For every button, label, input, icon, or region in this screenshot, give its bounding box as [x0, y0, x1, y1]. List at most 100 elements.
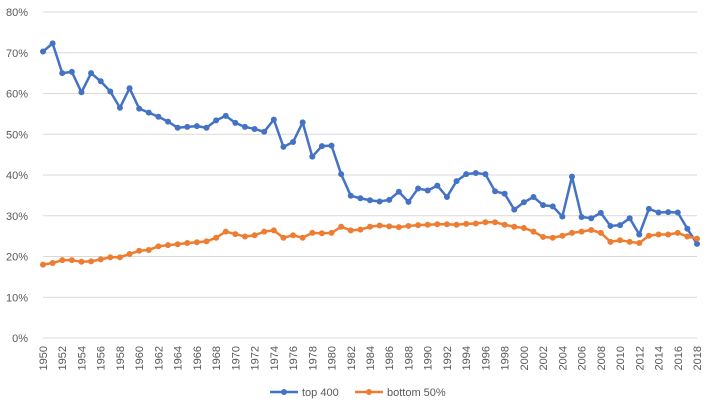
- data-point: [261, 228, 268, 235]
- data-point: [492, 219, 499, 226]
- data-point: [472, 220, 479, 227]
- data-point: [655, 231, 662, 238]
- data-point: [328, 142, 335, 149]
- data-point: [617, 237, 624, 244]
- x-tick-label: 1956: [96, 346, 108, 370]
- x-tick-label: 1962: [153, 346, 165, 370]
- x-tick-label: 1988: [403, 346, 415, 370]
- y-tick-label: 70%: [6, 48, 28, 60]
- x-tick-label: 1954: [76, 346, 88, 370]
- data-point: [645, 232, 652, 239]
- data-point: [367, 197, 373, 204]
- data-point: [559, 232, 566, 239]
- data-point: [472, 169, 479, 176]
- y-tick-label: 20%: [6, 252, 28, 264]
- y-tick-label: 0%: [12, 333, 28, 345]
- x-tick-label: 1972: [250, 346, 262, 370]
- data-point: [241, 123, 248, 130]
- data-point: [415, 222, 422, 229]
- data-point: [78, 258, 85, 265]
- x-tick-label: 1964: [173, 346, 185, 370]
- data-point: [636, 240, 643, 247]
- data-point: [347, 227, 354, 234]
- x-tick-label: 2010: [615, 346, 627, 370]
- data-point: [443, 194, 450, 201]
- data-point: [540, 202, 547, 209]
- x-tick-label: 1950: [38, 346, 50, 370]
- data-point: [338, 223, 345, 230]
- data-point: [674, 209, 681, 216]
- data-point: [270, 227, 277, 234]
- data-point: [97, 256, 104, 263]
- data-point: [376, 198, 383, 205]
- data-point: [261, 128, 268, 135]
- data-point: [107, 254, 114, 261]
- data-point: [107, 88, 114, 95]
- data-point: [386, 196, 393, 203]
- data-point: [597, 209, 604, 216]
- data-point: [492, 188, 499, 195]
- data-point: [59, 70, 66, 77]
- data-point: [549, 203, 556, 210]
- data-point: [434, 221, 441, 228]
- x-tick-label: 1958: [115, 346, 127, 370]
- data-point: [88, 258, 95, 265]
- x-tick-label: 2002: [538, 346, 550, 370]
- data-point: [415, 185, 422, 192]
- x-tick-label: 1966: [192, 346, 204, 370]
- data-point: [501, 221, 508, 228]
- data-point: [68, 68, 75, 75]
- x-tick-label: 1990: [423, 346, 435, 370]
- data-point: [694, 235, 700, 242]
- data-point: [251, 125, 258, 132]
- y-tick-label: 60%: [6, 89, 28, 101]
- data-point: [511, 223, 518, 230]
- data-point: [136, 247, 143, 254]
- data-point: [357, 195, 364, 202]
- data-point: [568, 173, 575, 180]
- y-tick-label: 10%: [6, 292, 28, 304]
- data-point: [116, 254, 123, 261]
- data-point: [386, 223, 393, 230]
- data-point: [482, 219, 489, 226]
- data-point: [203, 124, 210, 131]
- data-point: [213, 234, 220, 241]
- data-point: [665, 209, 672, 216]
- x-tick-label: 1998: [500, 346, 512, 370]
- data-point: [203, 238, 210, 245]
- data-point: [684, 233, 691, 240]
- data-point: [607, 238, 614, 245]
- data-point: [694, 240, 700, 247]
- x-tick-label: 1986: [384, 346, 396, 370]
- legend-label: bottom 50%: [387, 387, 446, 399]
- data-point: [213, 117, 220, 124]
- data-point: [376, 222, 383, 229]
- legend-entry: bottom 50%: [355, 387, 446, 399]
- x-tick-label: 1994: [461, 346, 473, 370]
- data-point: [222, 228, 229, 235]
- x-tick-label: 1960: [134, 346, 146, 370]
- data-point: [68, 257, 75, 264]
- gridlines: [43, 11, 697, 339]
- data-point: [626, 215, 633, 222]
- data-point: [588, 227, 595, 234]
- data-point: [241, 233, 248, 240]
- legend-marker: [281, 389, 287, 395]
- x-axis-tick-labels: 1950 1952 1954 1956 1958 1960 1962 1964 1966 1968…: [38, 346, 704, 370]
- data-point: [645, 205, 652, 212]
- data-point: [40, 48, 46, 55]
- data-point: [232, 231, 239, 238]
- data-point: [511, 206, 518, 213]
- data-point: [520, 199, 527, 206]
- y-tick-label: 30%: [6, 211, 28, 223]
- data-point: [501, 190, 508, 197]
- data-point: [626, 238, 633, 245]
- x-tick-label: 1992: [442, 346, 454, 370]
- data-point: [655, 209, 662, 216]
- data-point: [97, 78, 104, 85]
- data-point: [578, 228, 585, 235]
- data-point: [232, 119, 239, 126]
- legend-label: top 400: [302, 387, 339, 399]
- data-point: [280, 234, 287, 241]
